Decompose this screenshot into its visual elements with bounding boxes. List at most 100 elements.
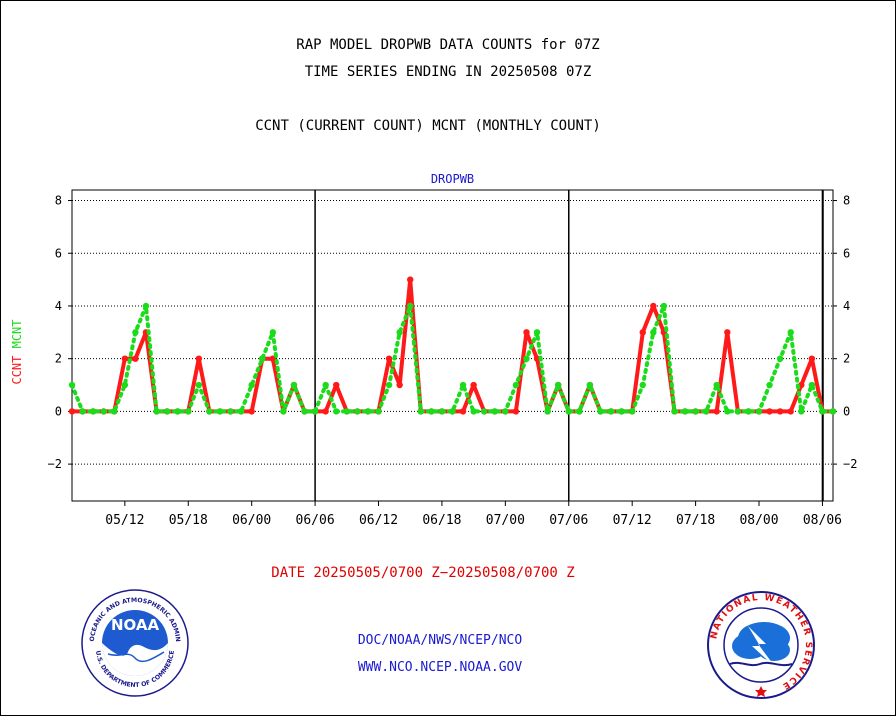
svg-text:NOAA: NOAA — [111, 616, 160, 634]
y-tick-label: 4 — [55, 299, 62, 313]
data-point-mcnt — [660, 302, 668, 310]
data-point-mcnt — [259, 355, 266, 362]
x-tick-label: 08/00 — [739, 513, 778, 528]
data-point-mcnt — [671, 408, 678, 415]
data-point-mcnt — [290, 381, 298, 389]
y-tick-label: 0 — [55, 404, 62, 418]
data-point-mcnt — [681, 408, 689, 415]
x-tick-label: 08/06 — [803, 513, 842, 528]
data-point-mcnt — [766, 381, 773, 389]
data-point-mcnt — [745, 408, 752, 415]
data-point-mcnt — [322, 381, 329, 389]
data-point-mcnt — [185, 408, 192, 415]
data-point-mcnt — [734, 408, 742, 415]
y-tick-label: 2 — [55, 352, 62, 366]
data-point-ccnt — [787, 408, 794, 415]
data-point-ccnt — [396, 381, 403, 389]
data-point-mcnt — [111, 408, 118, 415]
plot-frame — [71, 189, 834, 502]
data-point-mcnt — [713, 381, 720, 389]
data-point-ccnt — [333, 381, 340, 389]
x-tick-label: 05/12 — [105, 513, 144, 528]
data-point-mcnt — [491, 408, 498, 415]
y-tick-label: 6 — [55, 246, 62, 260]
data-point-mcnt — [650, 329, 657, 336]
data-point-mcnt — [121, 381, 129, 389]
data-point-mcnt — [163, 408, 171, 415]
data-point-mcnt — [523, 355, 530, 362]
x-tick-label: 06/12 — [359, 513, 398, 528]
data-point-mcnt — [776, 355, 784, 362]
data-point-mcnt — [79, 408, 86, 415]
data-point-mcnt — [407, 302, 414, 310]
data-point-mcnt — [68, 381, 76, 389]
x-tick-label: 07/12 — [613, 513, 652, 528]
data-point-mcnt — [449, 408, 456, 415]
data-point-mcnt — [206, 408, 213, 415]
noaa-logo: NATIONAL OCEANIC AND ATMOSPHERIC ADMINIS… — [80, 588, 189, 697]
y-tick-label-right: 6 — [843, 246, 850, 260]
y-tick-label: 8 — [55, 194, 62, 208]
data-point-ccnt — [470, 381, 477, 389]
data-point-mcnt — [195, 381, 203, 389]
data-point-mcnt — [798, 408, 805, 415]
x-tick-label: 07/18 — [676, 513, 715, 528]
chart-title-line1: RAP MODEL DROPWB DATA COUNTS for 07Z — [296, 37, 600, 53]
data-point-ccnt — [766, 408, 773, 415]
data-point-mcnt — [565, 408, 572, 415]
data-point-mcnt — [375, 408, 382, 415]
data-point-mcnt — [301, 408, 308, 415]
data-point-mcnt — [692, 408, 699, 415]
data-point-mcnt — [639, 381, 646, 389]
x-tick-label: 05/18 — [169, 513, 208, 528]
data-point-mcnt — [618, 408, 625, 415]
data-point-ccnt — [639, 329, 646, 336]
data-point-mcnt — [142, 302, 150, 310]
data-point-ccnt — [195, 355, 203, 362]
data-point-mcnt — [787, 329, 794, 336]
data-point-mcnt — [502, 408, 509, 415]
data-point-mcnt — [333, 408, 340, 415]
x-tick-label: 07/00 — [486, 513, 525, 528]
data-point-mcnt — [385, 381, 393, 389]
x-tick-label: 06/06 — [296, 513, 335, 528]
y-tick-label: −2 — [48, 457, 62, 471]
date-range: DATE 20250505/0700 Z−20250508/0700 Z — [271, 565, 575, 581]
data-point-mcnt — [280, 408, 287, 415]
data-point-mcnt — [132, 329, 139, 336]
data-point-mcnt — [311, 408, 319, 415]
y-tick-label-right: 0 — [843, 404, 850, 418]
data-point-mcnt — [343, 408, 351, 415]
y-axis-label-ccnt: CCNT — [10, 348, 24, 384]
footer-url[interactable]: WWW.NCO.NCEP.NOAA.GOV — [357, 660, 523, 675]
data-point-mcnt — [100, 408, 107, 415]
data-point-mcnt — [459, 381, 467, 389]
data-point-mcnt — [481, 408, 488, 415]
data-point-mcnt — [808, 381, 816, 389]
data-point-mcnt — [597, 408, 604, 415]
nws-logo: NATIONAL WEATHER SERVICE — [707, 591, 815, 699]
data-point-mcnt — [702, 408, 710, 415]
y-tick-label-right: −2 — [843, 457, 857, 471]
data-point-ccnt — [523, 329, 530, 336]
data-point-mcnt — [237, 408, 245, 415]
chart-title-line2: TIME SERIES ENDING IN 20250508 07Z — [304, 64, 592, 80]
data-point-ccnt — [776, 408, 784, 415]
data-point-mcnt — [607, 408, 615, 415]
data-point-mcnt — [470, 408, 477, 415]
data-point-mcnt — [364, 408, 372, 415]
data-point-ccnt — [713, 408, 720, 415]
data-point-mcnt — [533, 329, 541, 336]
y-axis-label: CCNT MCNT — [10, 319, 24, 384]
data-point-ccnt — [121, 355, 129, 362]
data-point-ccnt — [512, 408, 520, 415]
data-point-mcnt — [755, 408, 763, 415]
x-tick-label: 07/06 — [549, 513, 588, 528]
y-tick-label-right: 4 — [843, 299, 850, 313]
x-tick-label: 06/18 — [422, 513, 461, 528]
data-point-ccnt — [248, 408, 255, 415]
data-point-ccnt — [808, 355, 816, 362]
y-tick-label-right: 2 — [843, 352, 850, 366]
data-point-ccnt — [68, 408, 76, 415]
